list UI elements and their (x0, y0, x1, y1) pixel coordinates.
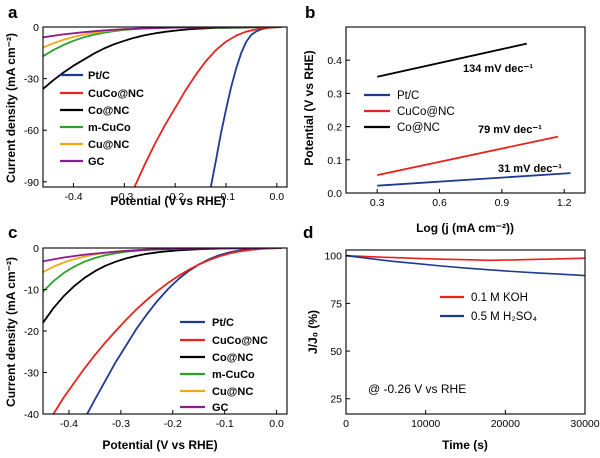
y-tick-label-d-3: 100 (324, 251, 342, 263)
axis-title-x-b: Log (j (mA cm⁻²)) (416, 221, 514, 235)
legend-label-c-cuco-nc: CuCo@NC (212, 335, 268, 347)
x-tick-label-d-0: 0 (343, 418, 349, 430)
panel-letter-a: a (8, 3, 18, 22)
x-tick-label-b-1: 0.6 (432, 197, 447, 209)
panel-a: a Current density (mA cm⁻²) Potential (V… (4, 3, 288, 208)
legend-label-b-pt-c: Pt/C (397, 90, 419, 102)
legend-a: Pt/C CuCo@NC Co@NC m-CuCo Cu@NC GC (60, 70, 144, 168)
series-line-a-4 (43, 27, 282, 49)
y-tick-label-c-1: -10 (24, 285, 39, 297)
legend-label-b-cuco-nc: CuCo@NC (397, 106, 455, 118)
series-line-c-2 (43, 248, 282, 324)
legend-label-c-pt-c: Pt/C (212, 317, 234, 329)
legend-c: Pt/C CuCo@NC Co@NC m-CuCo Cu@NC GC (180, 317, 268, 414)
axis-title-y-b: Potential (V vs RHE) (302, 50, 316, 165)
panel-letter-d: d (303, 223, 313, 242)
legend-label-cu-nc: Cu@NC (88, 139, 129, 151)
y-tick-label-c-3: -30 (24, 368, 39, 380)
x-tick-label-a-1: -0.3 (115, 191, 133, 203)
axes-frame-a (42, 26, 288, 188)
legend-label-c-co-nc: Co@NC (212, 352, 253, 364)
x-tick-label-b-2: 0.9 (495, 197, 510, 209)
x-tick-label-d-3: 30000 (570, 418, 599, 430)
x-tick-label-c-4: 0.0 (269, 418, 284, 430)
legend-label-m-cuco: m-CuCo (88, 122, 131, 134)
panel-d: d J/J₀ (%) Time (s) 0 10000 20000 30000 25 50… (303, 223, 600, 452)
legend-label-c-m-cuco: m-CuCo (212, 369, 255, 381)
x-tick-label-a-0: -0.4 (64, 191, 82, 203)
legend-label-h2so4: 0.5 M H₂SO₄ (471, 311, 537, 323)
y-tick-label-c-2: -20 (24, 326, 39, 338)
annotation-slope-cuco-nc: 79 mV dec⁻¹ (478, 124, 542, 136)
series-line-b-0 (377, 172, 571, 187)
y-tick-label-b-3: 0.3 (327, 88, 342, 100)
x-tick-label-a-2: -0.2 (166, 191, 184, 203)
annotation-slope-co-nc: 134 mV dec⁻¹ (463, 63, 533, 75)
y-tick-label-b-0: 0.0 (327, 188, 342, 200)
x-tick-label-a-4: 0.0 (270, 191, 285, 203)
legend-label-koh: 0.1 M KOH (471, 292, 528, 304)
x-tick-label-c-3: -0.1 (216, 418, 234, 430)
y-tick-label-d-1: 50 (330, 346, 342, 358)
axes-frame-b (345, 26, 586, 194)
plot-area-d: 0 10000 20000 30000 25 50 75 100 (324, 249, 600, 430)
x-tick-label-b-0: 0.3 (370, 197, 385, 209)
x-tick-label-d-2: 20000 (491, 418, 520, 430)
annotation-slope-pt-c: 31 mV dec⁻¹ (498, 163, 562, 175)
panel-letter-c: c (8, 223, 17, 242)
panel-letter-b: b (305, 3, 315, 22)
y-tick-label-d-0: 25 (330, 394, 342, 406)
axis-title-x-d: Time (s) (442, 438, 488, 452)
series-group-a (43, 27, 282, 187)
y-tick-label-d-2: 75 (330, 298, 342, 310)
y-tick-label-c-0: 0 (33, 243, 39, 255)
y-tick-label-a-1: -30 (24, 74, 39, 86)
y-tick-label-b-2: 0.2 (327, 122, 342, 134)
series-line-a-0 (209, 27, 282, 187)
legend-label-cuco-nc: CuCo@NC (88, 88, 144, 100)
y-tick-label-b-4: 0.4 (327, 55, 342, 67)
legend-d: 0.1 M KOH 0.5 M H₂SO₄ (440, 292, 537, 323)
legend-label-gc: GC (88, 156, 105, 168)
axis-title-y-c: Current density (mA cm⁻²) (4, 257, 18, 407)
series-group-b (377, 42, 571, 187)
x-tick-label-c-2: -0.2 (164, 418, 182, 430)
axis-title-x-c: Potential (V vs RHE) (102, 438, 217, 452)
axis-title-y-a: Current density (mA cm⁻²) (4, 33, 18, 183)
legend-label-b-co-nc: Co@NC (397, 122, 440, 134)
y-tick-label-a-2: -60 (24, 125, 39, 137)
legend-label-co-nc: Co@NC (88, 105, 129, 117)
axis-title-x-a: Potential (V vs RHE) (110, 194, 225, 208)
series-group-d (346, 254, 585, 277)
x-tick-label-b-3: 1.2 (557, 197, 572, 209)
series-line-c-0 (86, 248, 282, 414)
x-tick-label-c-0: -0.4 (60, 418, 78, 430)
y-tick-label-a-0: 0 (33, 22, 39, 34)
axes-frame-d (345, 249, 586, 415)
annotation-potential: @ -0.26 V vs RHE (368, 382, 466, 396)
y-tick-label-c-4: -40 (24, 409, 39, 421)
x-tick-label-d-1: 10000 (411, 418, 440, 430)
plot-area-a: -0.4 -0.3 -0.2 -0.1 0.0 0 -30 -60 -90 (24, 22, 288, 203)
legend-b: Pt/C CuCo@NC Co@NC (364, 90, 455, 134)
series-line-a-1 (133, 27, 282, 187)
y-tick-label-b-1: 0.1 (327, 155, 342, 167)
series-line-d-0 (346, 254, 585, 262)
series-line-d-1 (346, 254, 585, 277)
x-tick-label-c-1: -0.3 (112, 418, 130, 430)
series-line-b-2 (377, 42, 527, 78)
plot-area-c: -0.4 -0.3 -0.2 -0.1 0.0 0 -10 -20 -30 -40 (24, 243, 288, 430)
axis-title-y-d: J/J₀ (%) (306, 310, 320, 354)
legend-label-pt-c: Pt/C (88, 70, 110, 82)
series-line-c-1 (52, 248, 282, 414)
series-line-b-1 (377, 135, 559, 176)
plot-area-b: 0.3 0.6 0.9 1.2 0.0 0.1 0.2 0.3 0.4 (327, 26, 586, 209)
y-tick-label-a-3: -90 (24, 177, 39, 189)
panel-c: c Current density (mA cm⁻²) Potential (V… (4, 223, 288, 452)
panel-b: b Potential (V vs RHE) Log (j (mA cm⁻²))… (302, 3, 586, 235)
x-tick-label-a-3: -0.1 (217, 191, 235, 203)
legend-label-c-gc: GC (212, 402, 229, 414)
legend-label-c-cu-nc: Cu@NC (212, 386, 253, 398)
